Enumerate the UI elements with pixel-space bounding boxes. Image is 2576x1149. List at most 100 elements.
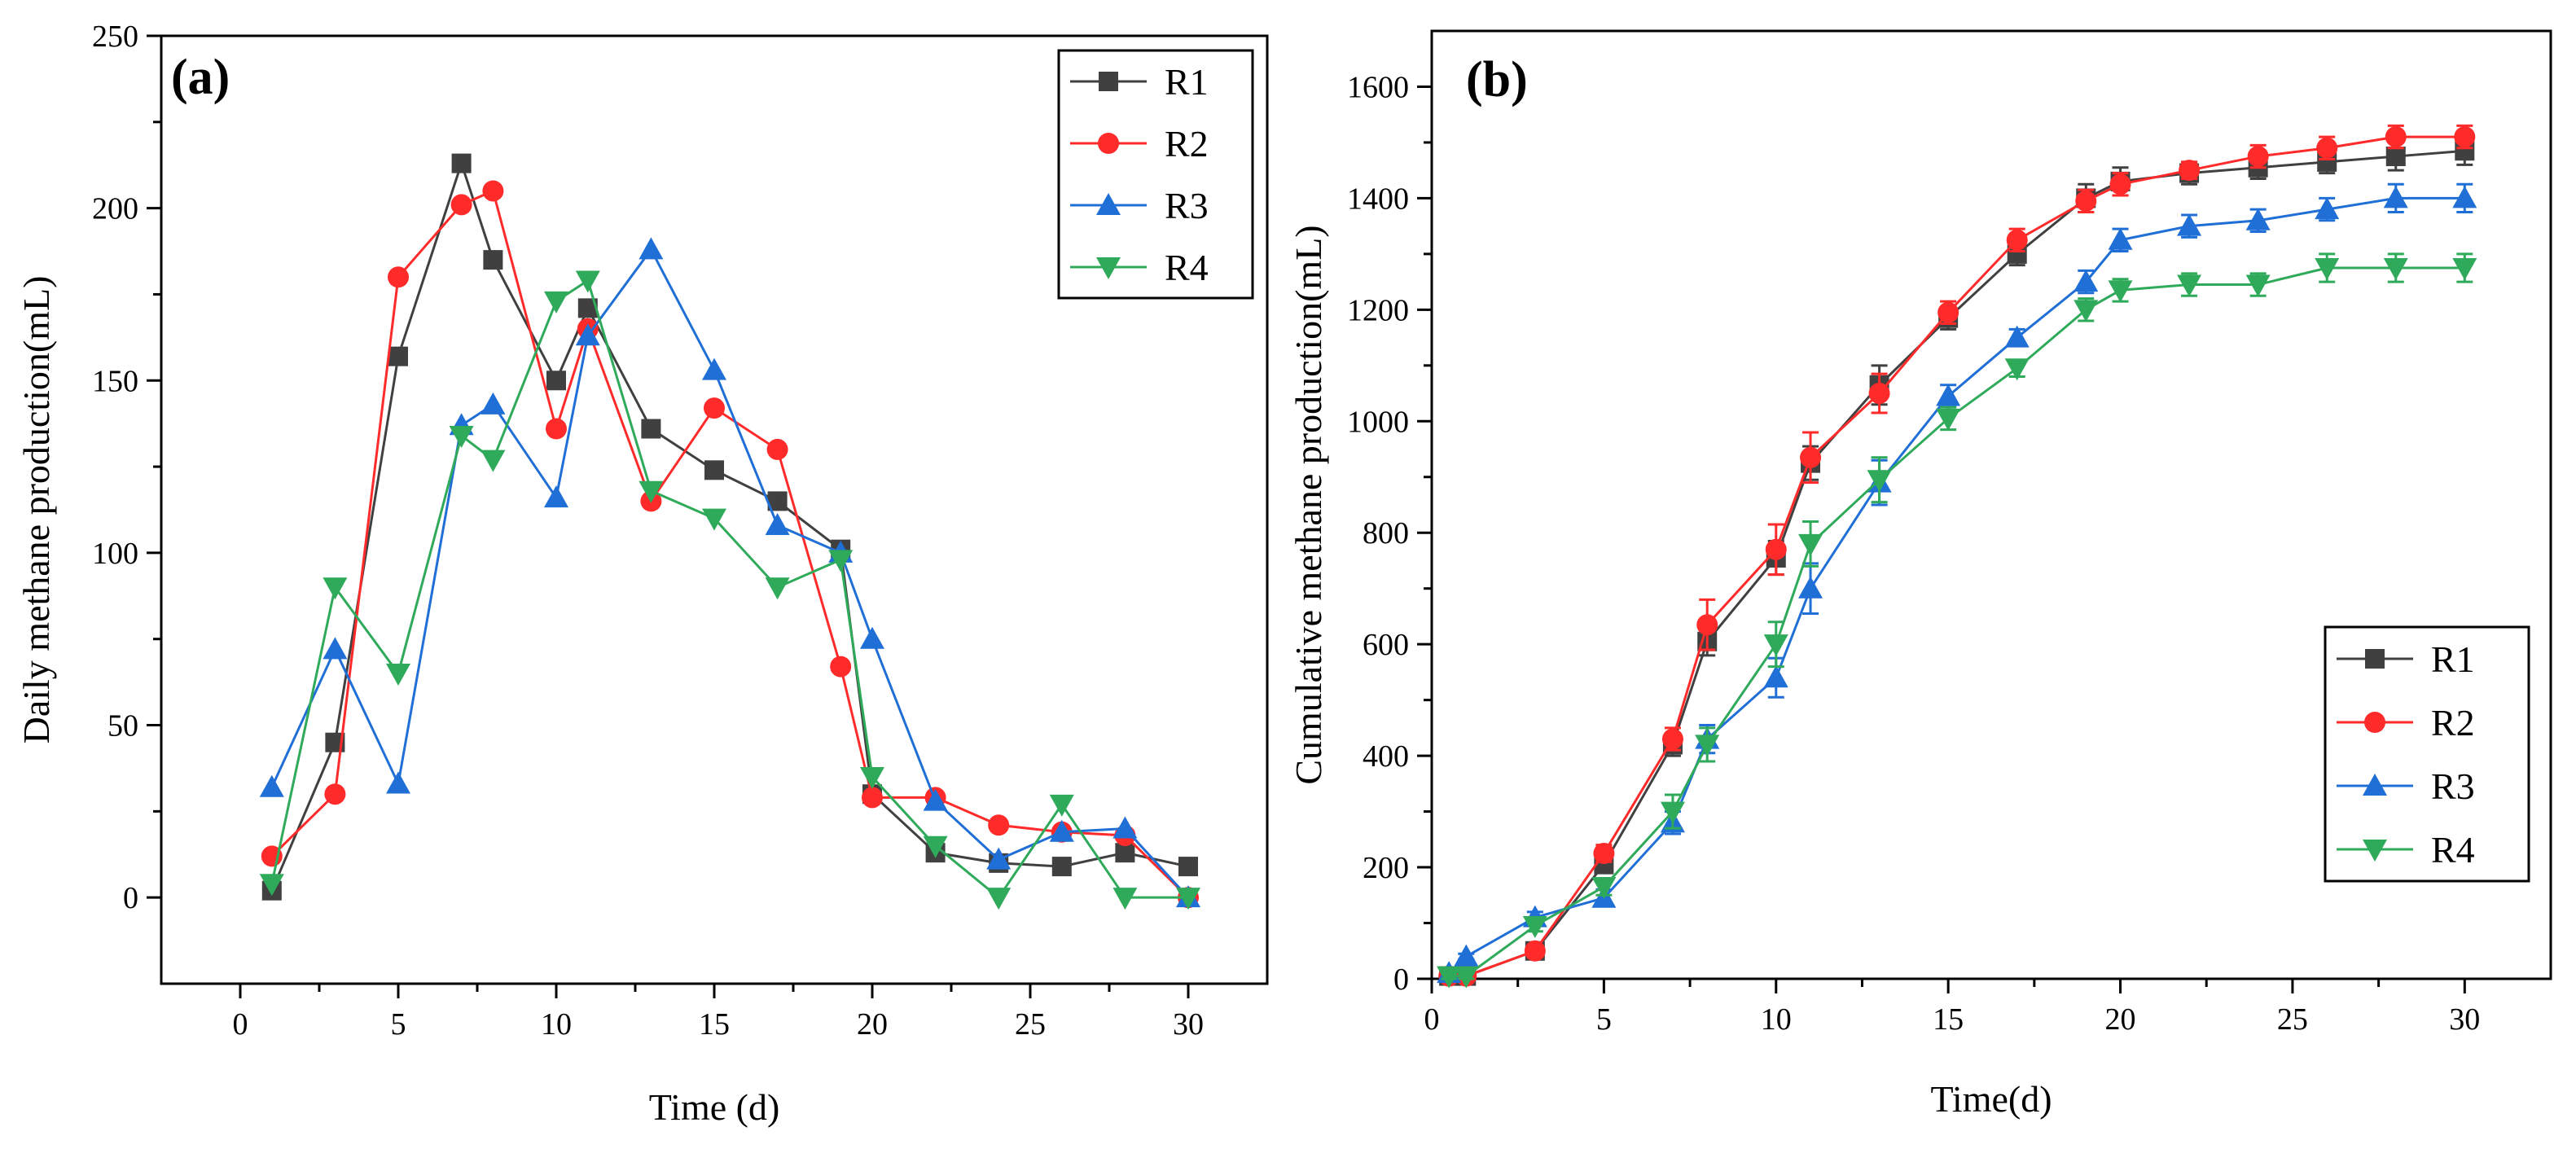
data-point bbox=[702, 357, 726, 380]
y-tick-label: 0 bbox=[1393, 963, 1409, 997]
x-tick-label: 5 bbox=[391, 1007, 406, 1042]
data-point bbox=[765, 577, 790, 600]
y-tick-label: 400 bbox=[1363, 739, 1409, 774]
y-tick-label: 800 bbox=[1363, 516, 1409, 550]
data-point bbox=[2108, 280, 2133, 303]
data-point bbox=[481, 392, 506, 414]
x-tick-label: 15 bbox=[699, 1007, 730, 1042]
data-point bbox=[641, 419, 661, 439]
data-point bbox=[1763, 634, 1788, 657]
data-point bbox=[704, 397, 725, 419]
data-point bbox=[2383, 186, 2408, 208]
series-R4 bbox=[1437, 252, 2477, 989]
data-point bbox=[1936, 408, 1961, 431]
data-point bbox=[1660, 801, 1685, 824]
data-point bbox=[702, 508, 726, 531]
data-point bbox=[1524, 940, 1546, 962]
data-point bbox=[2109, 173, 2131, 195]
legend-label: R2 bbox=[1165, 123, 1209, 164]
y-tick-label: 150 bbox=[92, 364, 138, 398]
data-point bbox=[451, 153, 472, 173]
series-R4 bbox=[259, 270, 1200, 910]
legend-entry-R4: R4 bbox=[1070, 247, 1209, 288]
data-point bbox=[449, 425, 474, 448]
data-point bbox=[1522, 915, 1547, 938]
y-axis-title: Cumulative methane production(mL) bbox=[1288, 225, 1329, 784]
data-point bbox=[988, 814, 1010, 836]
legend-entry-R3: R3 bbox=[2337, 765, 2475, 807]
data-point bbox=[1049, 819, 1074, 842]
data-point bbox=[546, 371, 566, 391]
data-point bbox=[482, 180, 504, 202]
legend-marker bbox=[2363, 840, 2387, 862]
data-point bbox=[2316, 137, 2338, 159]
data-point bbox=[483, 250, 503, 270]
chart-panel-1: 0 5 10 15 20 25 30 0 200 400 600 800 1000 1200 1400 160… bbox=[1288, 29, 2552, 1120]
data-point bbox=[860, 767, 884, 790]
data-point bbox=[1867, 470, 1892, 493]
legend-entry-R2: R2 bbox=[2337, 702, 2475, 743]
data-point bbox=[2385, 147, 2406, 167]
x-axis-title: Time (d) bbox=[649, 1086, 780, 1128]
legend-label: R2 bbox=[2431, 702, 2475, 743]
data-point bbox=[2315, 197, 2340, 220]
series-line bbox=[1448, 196, 2465, 975]
legend: R1 R2 R3 R4 bbox=[2324, 625, 2530, 883]
data-point bbox=[2452, 186, 2477, 208]
data-point bbox=[1696, 614, 1718, 636]
legend-label: R1 bbox=[1165, 61, 1209, 103]
data-point bbox=[386, 771, 410, 794]
data-point bbox=[481, 450, 506, 472]
legend: R1 R2 R3 R4 bbox=[1057, 49, 1254, 300]
panel-label: (b) bbox=[1466, 52, 1528, 107]
data-point bbox=[575, 270, 600, 293]
chart-panel-0: 0 5 10 15 20 25 30 0 50 100 150 200 250 Time (d) Daily… bbox=[15, 20, 1269, 1128]
series-line bbox=[1449, 266, 2465, 978]
data-point bbox=[1593, 842, 1615, 864]
data-point bbox=[1937, 301, 1959, 323]
data-point bbox=[1112, 816, 1138, 839]
legend-box bbox=[1057, 49, 1254, 300]
data-point bbox=[259, 774, 284, 797]
y-tick-label: 50 bbox=[108, 709, 138, 743]
data-point bbox=[450, 194, 472, 216]
data-point bbox=[2004, 325, 2030, 348]
data-point bbox=[766, 438, 788, 460]
data-point bbox=[2177, 213, 2202, 236]
data-point bbox=[860, 626, 884, 649]
data-point bbox=[2075, 190, 2097, 212]
data-point bbox=[2074, 300, 2099, 322]
legend-entry-R2: R2 bbox=[1070, 123, 1209, 164]
data-point bbox=[1868, 383, 1890, 405]
data-point bbox=[2315, 258, 2340, 280]
data-point bbox=[575, 323, 600, 346]
data-point bbox=[1763, 665, 1788, 688]
legend-label: R1 bbox=[2431, 638, 2475, 680]
data-point bbox=[2108, 227, 2133, 250]
data-point bbox=[2245, 274, 2271, 297]
legend-label: R4 bbox=[2431, 829, 2475, 871]
data-point bbox=[1765, 538, 1787, 560]
data-point bbox=[1800, 446, 1822, 468]
legend-entry-R1: R1 bbox=[1070, 61, 1209, 103]
series-line bbox=[1449, 135, 2465, 978]
x-tick-label: 0 bbox=[233, 1007, 248, 1042]
data-point bbox=[1591, 877, 1617, 900]
legend-box bbox=[2324, 625, 2530, 883]
data-point bbox=[386, 664, 410, 686]
data-point bbox=[2179, 160, 2201, 182]
data-point bbox=[986, 847, 1012, 870]
data-point bbox=[2247, 146, 2269, 168]
series-line bbox=[270, 247, 1190, 899]
y-axis-title: Daily methane production(mL) bbox=[15, 276, 57, 744]
data-point bbox=[1798, 576, 1823, 599]
y-tick-label: 1400 bbox=[1347, 182, 1409, 216]
plot-frame bbox=[1430, 29, 2552, 980]
data-point bbox=[1936, 384, 1961, 406]
x-tick-label: 20 bbox=[857, 1007, 888, 1042]
x-tick-label: 15 bbox=[1933, 1002, 1964, 1037]
legend-label: R3 bbox=[2431, 765, 2475, 807]
legend-marker bbox=[1099, 72, 1118, 91]
y-tick-label: 200 bbox=[92, 192, 138, 226]
series-R2 bbox=[1438, 124, 2476, 987]
